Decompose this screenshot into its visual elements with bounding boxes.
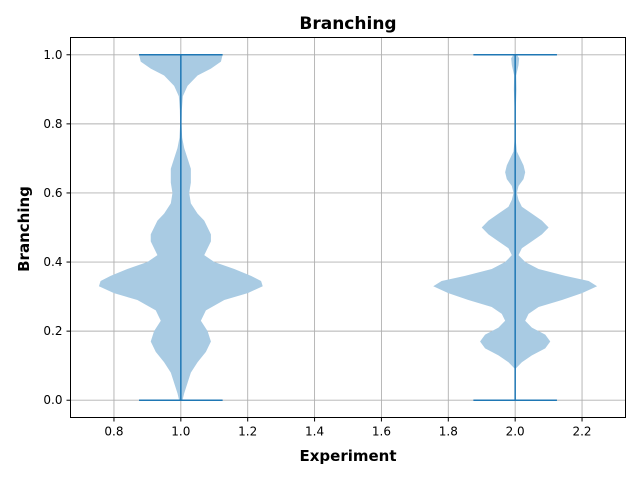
x-tick-label: 1.0: [171, 425, 190, 439]
y-tick-label: 0.4: [43, 255, 62, 269]
x-tick-label: 2.2: [572, 425, 591, 439]
x-axis-label: Experiment: [299, 447, 396, 465]
x-tick-label: 1.4: [305, 425, 324, 439]
y-axis-label: Branching: [15, 186, 33, 272]
chart-title: Branching: [299, 14, 396, 34]
y-tick-label: 1.0: [43, 48, 62, 62]
y-tick-label: 0.8: [43, 117, 62, 131]
violin-bodies: [98, 54, 598, 401]
y-axis-ticks: 0.0 0.2 0.4 0.6 0.8 1.0: [43, 48, 71, 407]
y-tick-label: 0.2: [43, 324, 62, 338]
x-tick-label: 2.0: [506, 425, 525, 439]
x-tick-label: 1.8: [439, 425, 458, 439]
y-tick-label: 0.0: [43, 393, 62, 407]
violin-lines: [139, 54, 557, 401]
x-tick-label: 1.6: [372, 425, 391, 439]
plot-area-frame: [70, 37, 626, 418]
y-tick-label: 0.6: [43, 186, 62, 200]
x-tick-label: 1.2: [238, 425, 257, 439]
x-axis-ticks: 0.8 1.0 1.2 1.4 1.6 1.8 2.0 2.2: [104, 417, 592, 439]
x-tick-label: 0.8: [104, 425, 123, 439]
